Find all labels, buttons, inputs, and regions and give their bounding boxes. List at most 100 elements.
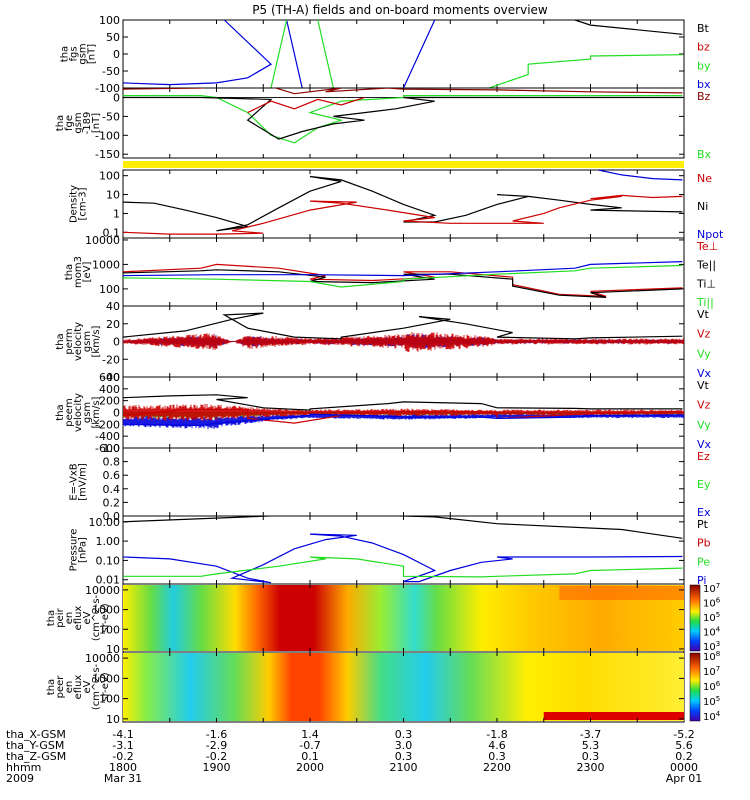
heatmap-lowenergy-band [543,712,684,720]
y-tick-label: 1.0 [103,442,121,455]
y-tick-label: 0 [113,336,120,349]
y-axis-label: en [64,612,75,625]
x-tick-value: 4.6 [488,739,506,752]
x-tick-value: 0.3 [488,750,506,763]
x-tick-value: 1800 [109,761,137,774]
legend-entry: Ni [697,200,708,213]
x-tick-value: 5.3 [582,739,600,752]
y-axis-label: gsm [82,402,93,423]
colorbar [689,652,701,722]
legend-entry: Vt [697,308,710,321]
y-tick-label: 0 [113,91,120,104]
y-axis-label: peem [64,398,75,426]
legend-entry: Ti|| [696,296,714,309]
x-row-label: hhmm [6,761,41,774]
legend-entry: Ez [697,450,710,463]
x-tick-value: -5.2 [673,728,694,741]
series-bx [247,96,365,114]
y-tick-label: 0.1 [103,226,121,239]
colorbar-tick-label: 104 [703,710,721,723]
y-axis-label: velocity [73,393,84,432]
series-Bx [123,95,683,144]
y-axis-label: peir [55,607,66,627]
y-axis-label: (cm^2-s- [91,663,102,710]
y-axis-label: eflux [73,606,84,631]
legend-entry: Pt [697,518,709,531]
y-tick-label: 10000 [85,652,120,665]
y-tick-label: 1000 [92,604,120,617]
y-axis-label: gsm [78,43,89,64]
series-Vt [123,312,683,340]
y-axis-label: eV [82,680,93,693]
y-tick-label: 50 [106,31,120,44]
y-tick-label: -400 [95,430,120,443]
y-tick-label: -600 [95,442,120,455]
y-axis-label: [mV/m] [78,463,89,501]
y-axis-label: tha [46,610,57,626]
legend-entry: Vz [697,399,711,412]
legend-entry: Ey [697,478,711,491]
legend-entry: Vt [697,379,710,392]
legend-entry: Te⊥ [696,240,718,253]
legend-entry: Vy [697,347,711,360]
x-tick-value: 5.6 [675,739,693,752]
colorbar-tick-label: 106 [703,680,721,693]
legend-entry: Ex [697,506,711,519]
legend-entry: Pb [697,537,711,550]
series-group [123,516,683,584]
series-Ti|| [123,264,683,288]
series-Vt [123,394,683,411]
legend-entry: Ti⊥ [696,277,716,290]
y-tick-label: 1000 [92,672,120,685]
y-axis-label: fgs [69,46,80,61]
colorbar-tick-label: 105 [703,611,720,624]
y-axis-label: eV [82,611,93,624]
x-tick-value: 0000 [670,761,698,774]
colorbar [689,584,701,652]
date-end-label: Apr 01 [666,772,703,785]
legend-entry: Bx [697,148,712,161]
series-bx [123,20,272,86]
colorbar-tick-label: 106 [703,597,721,610]
series-by [270,20,288,88]
legend-entry: Pe [697,555,710,568]
y-axis-label: tha [64,264,75,280]
x-tick-value: 2100 [390,761,418,774]
x-row-label: tha_Z-GSM [6,750,66,763]
y-tick-label: 1000 [92,258,120,271]
y-tick-label: -100 [95,82,120,95]
legend-entry: Pi [697,574,706,587]
y-axis-label: gsm [73,112,84,133]
x-tick-value: 0.3 [395,750,413,763]
y-axis-label: en [64,681,75,694]
y-axis-label: Pressure [69,529,80,572]
y-tick-label: -20 [102,353,120,366]
series-Bz [123,88,683,95]
panel-peer: 108 107 106 105 104 10000 1000 100 10 thapeerenef… [46,650,721,726]
y-tick-label: -50 [102,110,120,123]
series-Bt [574,20,683,35]
series-bx [402,20,436,88]
y-tick-label: 0 [113,407,120,420]
y-axis-label: [nT] [87,44,98,64]
series-by [123,96,683,140]
y-tick-label: -150 [95,148,120,161]
series-by [489,54,683,88]
y-tick-label: 0.01 [96,574,121,587]
legend-entry: bx [697,78,711,91]
y-tick-label: 10.00 [89,516,121,529]
x-tick-value: -0.2 [206,750,227,763]
x-tick-value: 1900 [203,761,231,774]
series-Pe [123,556,683,578]
legend-entry: Te|| [696,259,716,272]
y-tick-label: -40 [102,371,120,384]
x-tick-value: 2200 [483,761,511,774]
y-tick-label: 0.4 [103,483,121,496]
y-axis-label: tha [55,115,66,131]
y-axis-label: peer [55,675,66,699]
y-axis-label: mom3 [73,256,84,288]
